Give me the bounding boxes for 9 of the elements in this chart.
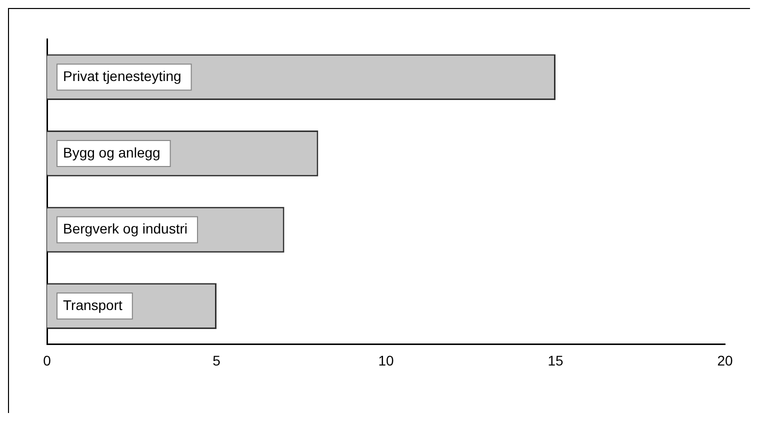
y-tick-label: Bygg og anlegg: [63, 144, 160, 160]
x-tick-label: 15: [548, 352, 564, 368]
x-tick-label: 20: [717, 352, 733, 368]
y-tick-label: Privat tjenesteyting: [63, 68, 182, 84]
x-tick-label: 0: [43, 352, 52, 368]
x-tick-label: 10: [378, 352, 394, 368]
x-tick-label: 5: [212, 352, 221, 368]
y-tick-label: Bergverk og industri: [63, 220, 188, 237]
y-tick-label: Transport: [63, 296, 122, 313]
